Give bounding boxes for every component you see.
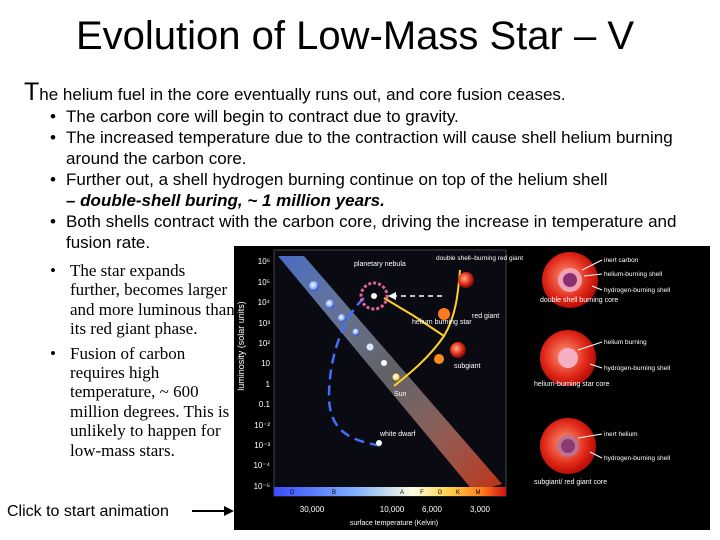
label-subgiant: subgiant — [454, 363, 481, 370]
panel-caption: subgiant/ red giant core — [534, 479, 607, 486]
side-bullet-item: The star expands further, becomes larger… — [24, 261, 236, 339]
panel-label: hydrogen-burning shell — [604, 287, 671, 294]
bullet-list: The carbon core will begin to contract d… — [24, 106, 714, 253]
bullet-item: The increased temperature due to the con… — [24, 127, 714, 169]
y-tick-label: 10⁵ — [258, 278, 270, 287]
label-sun: Sun — [394, 391, 407, 398]
y-tick-label: 0.1 — [259, 400, 271, 409]
panel-caption: double shell burning core — [540, 297, 618, 304]
y-tick-label: 10⁻⁴ — [253, 461, 270, 470]
animation-trigger-label[interactable]: Click to start animation — [7, 503, 169, 520]
label-white-dwarf: white dwarf — [379, 431, 415, 438]
x-tick-label: 6,000 — [422, 505, 443, 514]
label-red-giant: red giant — [472, 313, 499, 320]
spectral-class: G — [438, 490, 443, 496]
y-tick-label: 10² — [258, 339, 270, 348]
x-tick-label: 3,000 — [470, 505, 491, 514]
panel-subgiant-core: subgiant/ red giant core inert helium hy… — [534, 418, 671, 486]
spectral-class: A — [400, 490, 404, 496]
spectral-class: B — [332, 490, 336, 496]
intro-text: The helium fuel in the core eventually r… — [24, 78, 566, 107]
y-axis-label: luminosity (solar units) — [236, 301, 246, 391]
x-axis-label: surface temperature (Kelvin) — [350, 520, 438, 527]
panel-caption: helium-burning star core — [534, 381, 610, 388]
side-bullet-item: Fusion of carbon requires high temperatu… — [24, 344, 236, 460]
panel-label: inert helium — [604, 431, 638, 438]
y-tick-label: 10⁻⁵ — [254, 482, 270, 491]
spectral-class: F — [420, 490, 424, 496]
bullet-item: Further out, a shell hydrogen burning co… — [24, 169, 714, 211]
arrow-right-icon — [192, 506, 234, 516]
panel-helium-burning-core: helium-burning star core helium burning … — [534, 330, 671, 388]
intro-body: he helium fuel in the core eventually ru… — [39, 85, 566, 104]
double-shell-giant-marker — [458, 272, 474, 288]
helium-burning-star-marker — [438, 308, 450, 320]
main-sequence-band — [278, 256, 502, 492]
panel-label: helium-burning shell — [604, 271, 663, 278]
panel-label: inert carbon — [604, 257, 639, 264]
panel-label: helium burning — [604, 339, 647, 346]
slide-title: Evolution of Low-Mass Star – V — [75, 14, 635, 58]
panel-label: hydrogen-burning shell — [604, 365, 671, 372]
hr-diagram[interactable]: luminosity (solar units) 10⁶ 10⁵ 10⁴ 10³… — [234, 246, 710, 530]
y-tick-label: 10 — [261, 359, 270, 368]
side-bullet-list: The star expands further, becomes larger… — [24, 261, 236, 460]
intro-drop-cap: T — [24, 78, 40, 106]
bullet-item: Both shells contract with the carbon cor… — [24, 211, 714, 253]
label-helium-burning-star: helium burning star — [412, 319, 472, 326]
label-double-shell-giant: double shell–burning red giant — [436, 255, 523, 262]
y-tick-label: 10⁻³ — [254, 441, 270, 450]
y-tick-label: 10⁻² — [254, 421, 270, 430]
planetary-nebula-icon — [359, 281, 389, 311]
spectral-class: M — [476, 490, 481, 496]
sun-marker — [392, 373, 400, 381]
bullet-item: The carbon core will begin to contract d… — [24, 106, 714, 127]
panel-label: hydrogen-burning shell — [604, 455, 671, 462]
y-tick-label: 1 — [266, 380, 271, 389]
y-tick-label: 10⁴ — [258, 298, 271, 307]
y-tick-label: 10³ — [258, 319, 270, 328]
x-tick-label: 30,000 — [300, 505, 325, 514]
spectral-class: K — [456, 490, 460, 496]
bullet-emphasis: – double-shell buring, ~ 1 million years… — [66, 191, 385, 210]
spectral-class-strip — [274, 487, 506, 496]
white-dwarf-marker — [376, 440, 382, 446]
label-planetary-nebula: planetary nebula — [354, 261, 406, 268]
y-tick-label: 10⁶ — [258, 257, 270, 266]
panel-double-shell-core: double shell burning core inert carbon h… — [540, 252, 671, 308]
spectral-class: O — [290, 490, 295, 496]
x-tick-label: 10,000 — [380, 505, 405, 514]
red-giant-marker — [450, 342, 466, 358]
